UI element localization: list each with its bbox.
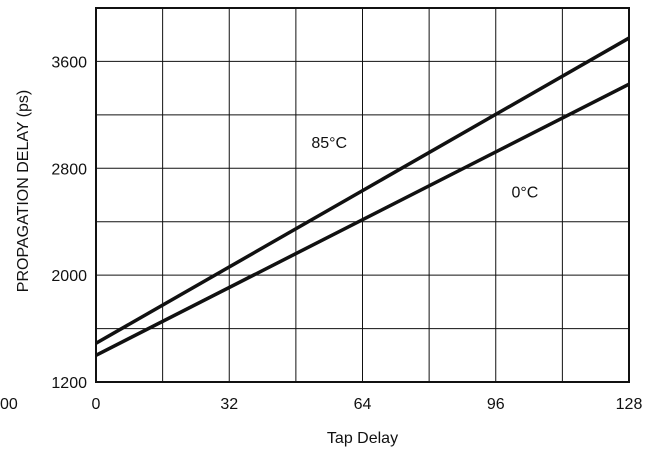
y-tick-labels: 1200 2000 2800 3600 [51, 54, 87, 392]
x-tick-label: 96 [487, 396, 505, 413]
x-tick-labels: 0 32 64 96 128 [92, 396, 643, 413]
y-tick-label: 1200 [51, 375, 87, 392]
series-label-0: 85°C [311, 135, 347, 152]
x-tick-label: 128 [616, 396, 643, 413]
series-label-1: 0°C [511, 184, 538, 201]
series-line-0 [95, 36, 630, 345]
x-tick-label: 0 [92, 396, 101, 413]
annotation-layer: 85°C 0°C [304, 127, 545, 204]
x-tick-label: 32 [220, 396, 238, 413]
left-cut-tick-label: 00 [0, 396, 18, 413]
y-tick-label: 3600 [51, 54, 87, 71]
grid [96, 8, 629, 382]
plot-frame [95, 7, 630, 383]
x-axis-label: Tap Delay [327, 430, 398, 447]
y-axis-label: PROPAGATION DELAY (ps) [15, 90, 32, 292]
annotation-background [304, 127, 355, 154]
series-layer [95, 36, 630, 357]
annotation-background [504, 177, 545, 204]
x-tick-label: 64 [354, 396, 372, 413]
y-tick-label: 2800 [51, 161, 87, 178]
y-tick-label: 2000 [51, 268, 87, 285]
series-line-1 [95, 82, 630, 357]
